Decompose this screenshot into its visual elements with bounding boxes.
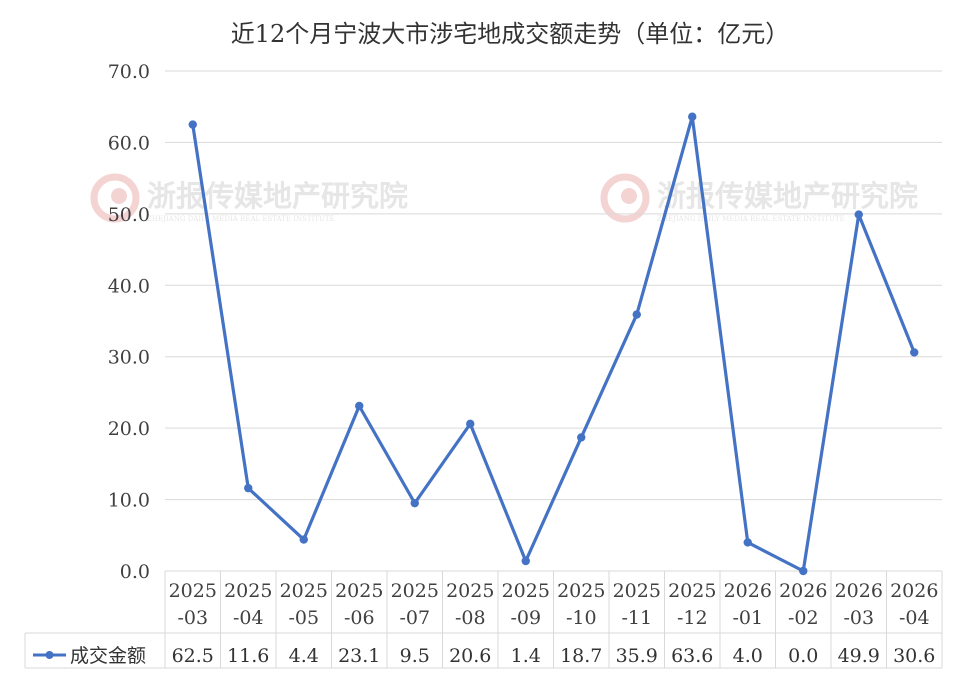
y-tick-label: 50.0 bbox=[108, 204, 150, 226]
watermark-subtext: ZHEJIANG DAILY MEDIA REAL ESTATE INSTITU… bbox=[147, 215, 335, 223]
legend-marker bbox=[45, 651, 54, 659]
data-label: 0.0 bbox=[788, 645, 818, 667]
y-tick-label: 20.0 bbox=[108, 418, 150, 440]
x-tick-label: 2026 bbox=[779, 580, 827, 602]
data-label: 4.4 bbox=[289, 645, 319, 667]
chart-title: 近12个月宁波大市涉宅地成交额走势（单位：亿元） bbox=[231, 20, 790, 48]
x-tick-label: 2025 bbox=[391, 580, 439, 602]
x-tick-label: 2025 bbox=[224, 580, 272, 602]
x-tick-label: 2025 bbox=[557, 580, 605, 602]
y-tick-label: 0.0 bbox=[120, 561, 150, 583]
watermark-subtext: ZHEJIANG DAILY MEDIA REAL ESTATE INSTITU… bbox=[657, 215, 845, 223]
x-tick-label: 2026 bbox=[890, 580, 938, 602]
data-label: 30.6 bbox=[893, 645, 935, 667]
data-label: 63.6 bbox=[671, 645, 713, 667]
watermark-text: 浙报传媒地产研究院 bbox=[147, 179, 408, 213]
x-tick-label: 2025 bbox=[613, 580, 661, 602]
x-tick-label: -11 bbox=[621, 607, 652, 629]
y-tick-label: 40.0 bbox=[108, 275, 150, 297]
data-label: 23.1 bbox=[338, 645, 380, 667]
x-tick-label: -03 bbox=[177, 607, 208, 629]
data-point bbox=[410, 498, 419, 508]
data-point bbox=[188, 120, 197, 129]
data-point bbox=[799, 566, 808, 576]
series-line bbox=[191, 115, 916, 573]
data-table: 2025-032025-042025-052025-062025-072025-… bbox=[24, 571, 943, 669]
y-axis: 0.0 10.0 20.0 30.0 40.0 50.0 60.0 70.0 bbox=[108, 61, 150, 583]
x-tick-label: -04 bbox=[899, 607, 930, 629]
x-tick-label: 2025 bbox=[169, 580, 217, 602]
watermark-text: 浙报传媒地产研究院 bbox=[657, 179, 918, 213]
y-tick-label: 70.0 bbox=[108, 61, 150, 83]
y-tick-label: 30.0 bbox=[108, 347, 150, 369]
x-tick-label: -12 bbox=[677, 607, 708, 629]
watermarks: 浙报传媒地产研究院 ZHEJIANG DAILY MEDIA REAL ESTAT… bbox=[90, 173, 918, 223]
x-tick-label: -03 bbox=[843, 607, 874, 629]
watermark-logo-dot-icon bbox=[111, 188, 127, 204]
data-label: 1.4 bbox=[511, 645, 541, 667]
x-tick-label: -02 bbox=[788, 607, 819, 629]
x-tick-label: 2026 bbox=[835, 580, 883, 602]
data-point bbox=[910, 348, 919, 357]
x-tick-label: -04 bbox=[233, 607, 264, 629]
data-label: 4.0 bbox=[733, 645, 763, 667]
data-point bbox=[299, 535, 308, 544]
data-label: 62.5 bbox=[172, 645, 214, 667]
x-tick-label: 2025 bbox=[668, 580, 716, 602]
legend-label: 成交金额 bbox=[70, 645, 146, 667]
x-tick-label: -08 bbox=[455, 607, 486, 629]
gridlines bbox=[165, 70, 942, 572]
y-tick-label: 60.0 bbox=[108, 132, 150, 154]
data-label: 20.6 bbox=[449, 645, 491, 667]
x-tick-label: -09 bbox=[510, 607, 541, 629]
data-point bbox=[688, 112, 697, 121]
data-label: 11.6 bbox=[227, 645, 269, 667]
watermark-logo-dot-icon bbox=[621, 188, 637, 204]
data-label: 18.7 bbox=[560, 645, 602, 667]
data-point bbox=[854, 210, 863, 219]
watermark-logo-icon bbox=[90, 173, 140, 223]
x-tick-label: -10 bbox=[566, 607, 597, 629]
y-tick-label: 10.0 bbox=[108, 490, 150, 512]
watermark-logo-icon bbox=[600, 173, 650, 223]
x-tick-label: 2025 bbox=[446, 580, 494, 602]
data-label: 9.5 bbox=[400, 645, 430, 667]
data-point bbox=[244, 483, 253, 493]
watermark-2: 浙报传媒地产研究院 ZHEJIANG DAILY MEDIA REAL ESTAT… bbox=[600, 173, 918, 223]
x-tick-label: -06 bbox=[344, 607, 375, 629]
x-tick-label: 2026 bbox=[724, 580, 772, 602]
data-label: 49.9 bbox=[838, 645, 880, 667]
data-point bbox=[743, 538, 752, 547]
data-point bbox=[355, 401, 364, 411]
data-point bbox=[577, 433, 586, 442]
x-tick-label: 2025 bbox=[502, 580, 550, 602]
data-label: 35.9 bbox=[616, 645, 658, 667]
x-tick-label: 2025 bbox=[335, 580, 383, 602]
series-layer bbox=[188, 112, 919, 576]
x-tick-label: -07 bbox=[399, 607, 430, 629]
data-point bbox=[521, 556, 530, 566]
x-tick-label: 2025 bbox=[280, 580, 328, 602]
data-point bbox=[466, 419, 475, 429]
data-point bbox=[632, 310, 641, 319]
x-tick-label: -05 bbox=[288, 607, 319, 629]
x-tick-label: -01 bbox=[732, 607, 763, 629]
watermark-1: 浙报传媒地产研究院 ZHEJIANG DAILY MEDIA REAL ESTAT… bbox=[90, 173, 408, 223]
